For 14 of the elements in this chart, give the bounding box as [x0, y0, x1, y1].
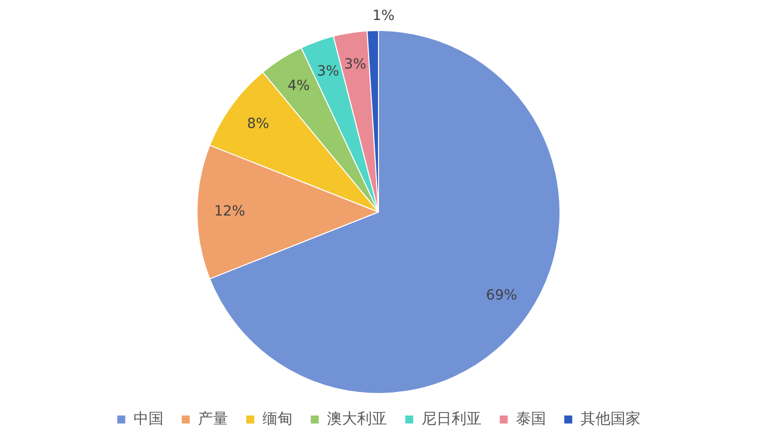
data-label: 4%	[288, 78, 310, 94]
data-label: 69%	[486, 287, 518, 304]
data-label: 3%	[344, 56, 366, 73]
legend-label: 产量	[198, 409, 228, 428]
data-label: 1%	[372, 8, 395, 24]
legend-label: 其他国家	[580, 409, 640, 428]
legend-label: 中国	[133, 409, 164, 428]
legend-label: 泰国	[516, 409, 546, 428]
data-label: 12%	[214, 204, 246, 220]
legend-label: 澳大利亚	[326, 409, 387, 428]
legend-label: 缅甸	[262, 409, 292, 428]
legend-label: 尼日利亚	[421, 409, 482, 428]
data-label: 8%	[246, 116, 270, 132]
data-label: 3%	[316, 64, 340, 80]
